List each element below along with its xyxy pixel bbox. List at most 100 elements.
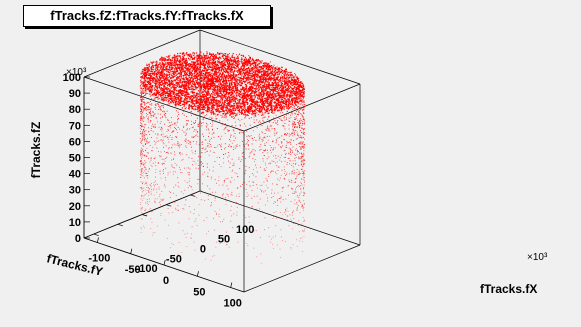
data-point xyxy=(231,97,233,99)
data-point xyxy=(207,64,209,66)
data-point xyxy=(206,102,208,104)
data-point xyxy=(200,83,202,85)
data-point xyxy=(245,58,247,60)
data-point xyxy=(143,68,145,70)
data-point xyxy=(212,78,214,80)
data-point xyxy=(199,65,202,67)
data-point xyxy=(213,88,216,90)
data-point xyxy=(228,87,231,90)
data-point xyxy=(161,74,163,76)
data-point xyxy=(149,80,152,82)
data-point xyxy=(222,63,224,65)
data-point xyxy=(160,80,163,83)
data-point xyxy=(244,65,246,67)
data-point xyxy=(229,89,231,91)
data-point xyxy=(247,61,250,63)
data-point xyxy=(300,86,302,88)
data-point xyxy=(247,61,250,64)
data-point xyxy=(174,94,176,96)
data-point xyxy=(229,105,231,107)
data-point xyxy=(172,56,174,58)
data-point xyxy=(291,79,293,81)
data-point xyxy=(247,107,249,110)
data-point xyxy=(225,115,227,117)
data-point xyxy=(202,64,204,66)
data-point xyxy=(263,69,265,72)
data-point xyxy=(227,68,229,70)
data-point xyxy=(256,107,259,109)
data-point xyxy=(298,92,300,94)
data-point xyxy=(244,89,246,91)
data-point xyxy=(238,53,241,55)
data-point xyxy=(210,77,212,79)
data-point xyxy=(196,70,198,73)
data-point xyxy=(234,89,237,92)
data-point xyxy=(197,59,200,62)
data-point xyxy=(221,61,223,63)
data-point xyxy=(265,101,267,103)
data-point xyxy=(254,67,256,69)
data-point xyxy=(247,96,250,98)
data-point xyxy=(236,91,238,94)
data-point xyxy=(253,62,255,64)
data-point xyxy=(234,60,236,62)
data-point xyxy=(243,91,246,93)
data-point xyxy=(178,61,181,64)
data-point xyxy=(210,93,213,95)
data-point xyxy=(183,84,185,86)
data-point xyxy=(150,82,152,85)
data-point xyxy=(197,101,200,103)
data-point xyxy=(297,83,299,86)
data-point xyxy=(275,88,277,90)
data-point xyxy=(232,90,234,92)
data-point xyxy=(197,62,199,64)
data-point xyxy=(268,63,270,65)
data-point xyxy=(199,67,201,69)
data-point xyxy=(290,98,293,100)
data-point xyxy=(292,89,294,91)
data-point xyxy=(248,88,251,90)
data-point xyxy=(213,89,215,92)
data-point xyxy=(284,84,286,86)
data-point xyxy=(272,83,275,85)
data-point xyxy=(235,78,237,80)
data-point xyxy=(241,78,243,80)
data-point xyxy=(191,69,193,72)
data-point xyxy=(179,86,181,88)
box-edge xyxy=(243,83,361,132)
data-point xyxy=(239,76,241,79)
data-point xyxy=(234,83,236,85)
data-point xyxy=(178,76,180,78)
data-point xyxy=(186,95,188,97)
data-point xyxy=(173,64,175,66)
data-point xyxy=(211,53,213,55)
data-point xyxy=(283,70,285,72)
data-point xyxy=(236,95,238,97)
data-point xyxy=(224,76,226,78)
data-point xyxy=(236,105,238,107)
data-point xyxy=(203,54,205,57)
data-point xyxy=(223,69,225,71)
data-point xyxy=(225,88,227,90)
data-point xyxy=(256,58,258,61)
data-point xyxy=(188,74,191,77)
data-point xyxy=(190,105,193,107)
data-point xyxy=(274,67,277,69)
data-point xyxy=(252,69,254,71)
data-point xyxy=(217,71,220,73)
data-point xyxy=(261,107,263,109)
data-point xyxy=(185,76,187,79)
data-point xyxy=(165,91,167,93)
data-point xyxy=(218,101,220,104)
data-point xyxy=(191,88,193,90)
data-point xyxy=(155,70,157,72)
data-point xyxy=(221,97,223,99)
data-point xyxy=(149,86,151,88)
data-point xyxy=(251,68,253,70)
data-point xyxy=(274,89,276,91)
data-point xyxy=(278,89,280,92)
data-point xyxy=(233,74,235,76)
data-point xyxy=(223,87,225,89)
data-point xyxy=(184,99,186,101)
data-point xyxy=(226,100,228,102)
